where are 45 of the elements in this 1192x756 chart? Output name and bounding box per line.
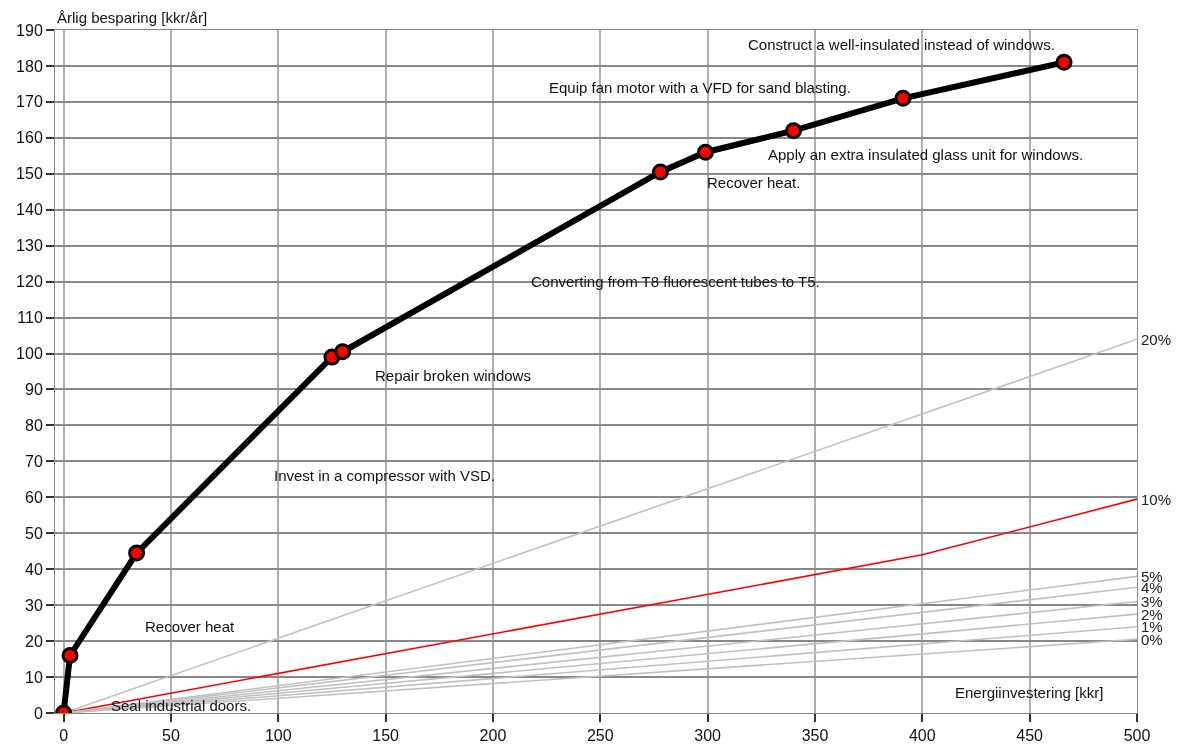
annotation: Recover heat — [145, 618, 236, 635]
x-tick-label: 450 — [1016, 727, 1044, 745]
annotation: Invest in a compressor with VSD. — [274, 467, 495, 484]
y-tick-label: 150 — [16, 165, 43, 183]
y-tick-label: 0 — [33, 704, 43, 722]
series-label: 20% — [1141, 331, 1172, 348]
y-tick-label: 120 — [16, 273, 43, 291]
y-tick-label: 100 — [16, 345, 43, 363]
x-tick-label: 100 — [264, 727, 292, 745]
annotation: Apply an extra insulated glass unit for windows. — [768, 146, 1084, 163]
y-tick-label: 170 — [16, 93, 43, 111]
x-axis-title: Energiinvestering [kkr] — [955, 684, 1104, 701]
x-tick-label: 200 — [479, 727, 507, 745]
x-tick-label: 250 — [586, 727, 614, 745]
y-tick-label: 30 — [25, 596, 43, 614]
x-tick-label: 0 — [59, 727, 69, 745]
series-label: 10% — [1141, 491, 1172, 508]
y-axis-title: Årlig besparing [kkr/år] — [57, 9, 208, 26]
y-tick-label: 160 — [16, 129, 43, 147]
x-tick-label: 300 — [694, 727, 722, 745]
x-tick-label: 150 — [372, 727, 400, 745]
x-tick-label: 500 — [1123, 727, 1151, 745]
series-label: 0% — [1141, 631, 1163, 648]
annotation: Recover heat. — [707, 174, 801, 191]
annotation: Equip fan motor with a VFD for sand blasting. — [549, 79, 851, 96]
y-tick-label: 70 — [25, 452, 43, 470]
x-tick-label: 350 — [801, 727, 829, 745]
y-tick-label: 40 — [25, 560, 43, 578]
y-tick-label: 90 — [25, 381, 43, 399]
annotation: Seal industrial doors. — [111, 697, 252, 714]
y-tick-label: 60 — [25, 488, 43, 506]
annotation: Repair broken windows — [375, 367, 531, 384]
x-tick-label: 400 — [908, 727, 936, 745]
y-tick-label: 50 — [25, 524, 43, 542]
annotation: Construct a well-insulated instead of windows. — [748, 36, 1055, 53]
x-tick-label: 50 — [162, 727, 180, 745]
y-tick-label: 180 — [16, 57, 43, 75]
y-tick-label: 10 — [25, 668, 43, 686]
y-tick-label: 190 — [16, 21, 43, 39]
y-tick-label: 140 — [16, 201, 43, 219]
y-tick-label: 20 — [25, 632, 43, 650]
y-tick-label: 130 — [16, 237, 43, 255]
y-tick-label: 80 — [25, 417, 43, 435]
y-tick-label: 110 — [17, 309, 43, 327]
annotation: Converting from T8 fluorescent tubes to T5. — [531, 273, 820, 290]
